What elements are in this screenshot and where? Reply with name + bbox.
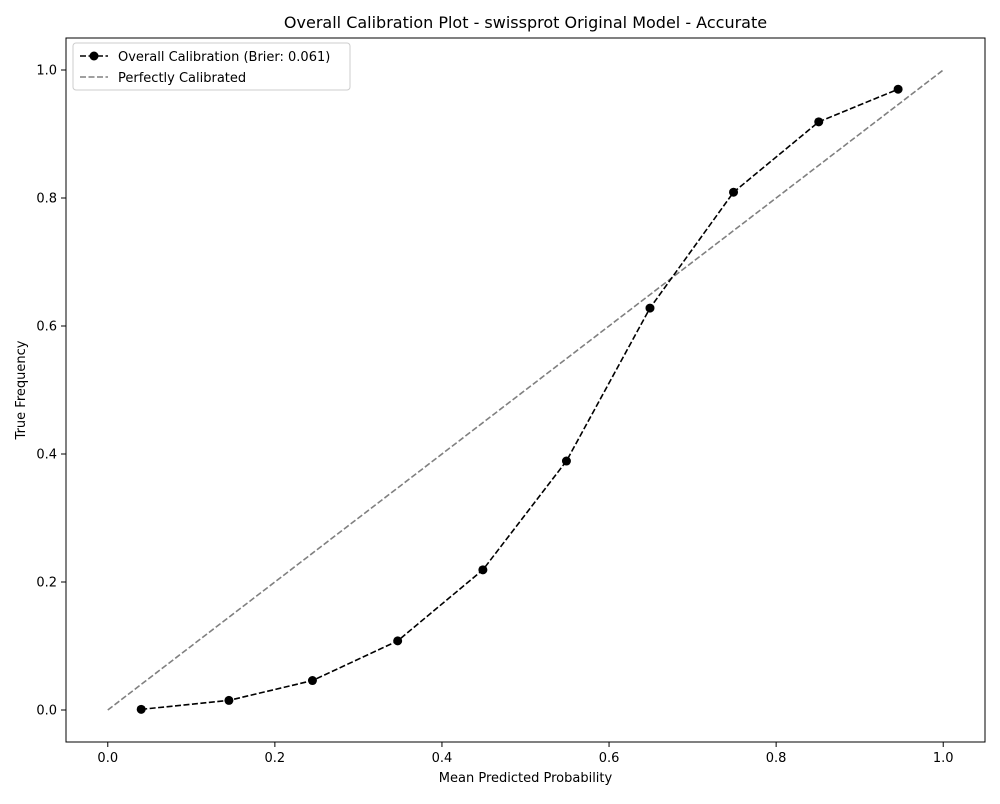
y-tick-label: 0.4 xyxy=(36,448,57,463)
x-tick-label: 1.0 xyxy=(933,751,954,766)
calibration-point xyxy=(814,117,823,126)
y-tick-label: 0.2 xyxy=(36,576,57,591)
x-tick-label: 0.6 xyxy=(599,751,620,766)
y-tick-label: 1.0 xyxy=(36,64,57,79)
calibration-point xyxy=(224,696,233,705)
legend-perfect-label: Perfectly Calibrated xyxy=(118,71,246,86)
x-axis-label: Mean Predicted Probability xyxy=(439,771,613,786)
x-tick-label: 0.8 xyxy=(766,751,787,766)
calibration-point xyxy=(562,457,571,466)
calibration-point xyxy=(894,85,903,94)
legend-calibration-label: Overall Calibration (Brier: 0.061) xyxy=(118,50,330,65)
x-tick-label: 0.4 xyxy=(432,751,453,766)
legend: Overall Calibration (Brier: 0.061) Perfe… xyxy=(73,43,350,90)
calibration-point xyxy=(645,304,654,313)
x-tick-label: 0.0 xyxy=(97,751,118,766)
calibration-point xyxy=(478,565,487,574)
legend-calibration-marker xyxy=(90,52,99,61)
y-axis-label: True Frequency xyxy=(14,340,29,440)
calibration-point xyxy=(729,188,738,197)
calibration-point xyxy=(308,676,317,685)
chart-title: Overall Calibration Plot - swissprot Ori… xyxy=(284,13,767,32)
y-tick-label: 0.0 xyxy=(36,704,57,719)
y-tick-label: 0.8 xyxy=(36,192,57,207)
x-tick-label: 0.2 xyxy=(265,751,286,766)
y-tick-label: 0.6 xyxy=(36,320,57,335)
calibration-point xyxy=(393,636,402,645)
calibration-point xyxy=(137,705,146,714)
